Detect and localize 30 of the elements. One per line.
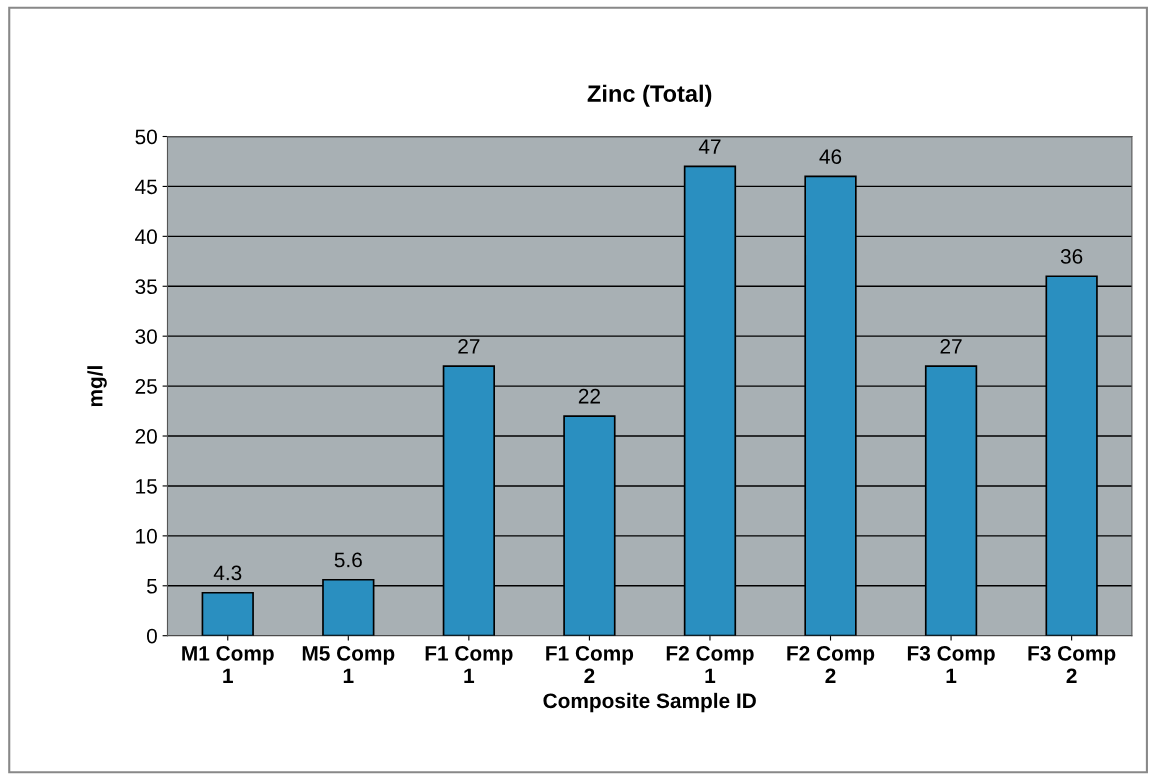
y-tick-label: 15 (136, 479, 157, 494)
y-axis-title: mg/l (87, 366, 107, 407)
x-tick-label: F2 Comp 1 (666, 645, 754, 683)
x-tick-label: F2 Comp 2 (787, 645, 875, 683)
y-tick-label: 45 (135, 179, 157, 195)
y-tick-label: 35 (135, 279, 157, 295)
y-tick-label: 50 (135, 129, 157, 145)
x-tick-label: F1 Comp 1 (425, 645, 513, 683)
y-tick-label: 10 (136, 528, 157, 544)
y-tick-label: 5 (147, 579, 157, 594)
data-label: 36 (1060, 249, 1083, 264)
y-tick-label: 20 (135, 429, 157, 444)
data-label: 27 (458, 338, 480, 354)
x-axis-title: Composite Sample ID (543, 692, 756, 713)
data-label: 47 (698, 139, 721, 154)
x-tick-label: M1 Comp 1 (182, 645, 274, 683)
chart-title: Zinc (Total) (587, 84, 712, 107)
x-tick-label: M5 Comp 1 (302, 645, 395, 683)
data-label: 22 (578, 388, 600, 404)
x-tick-label: F3 Comp 2 (1028, 645, 1116, 683)
y-tick-label: 30 (135, 329, 157, 344)
y-tick-label: 25 (135, 379, 157, 394)
x-tick-label: F1 Comp 2 (546, 645, 634, 683)
x-tick-label: F3 Comp 1 (907, 645, 995, 683)
data-label: 27 (940, 338, 962, 354)
data-label: 5.6 (334, 552, 362, 568)
y-tick-label: 0 (146, 628, 157, 644)
data-label: 46 (819, 149, 842, 164)
data-label: 4.3 (213, 565, 242, 581)
y-tick-label: 40 (135, 229, 157, 245)
